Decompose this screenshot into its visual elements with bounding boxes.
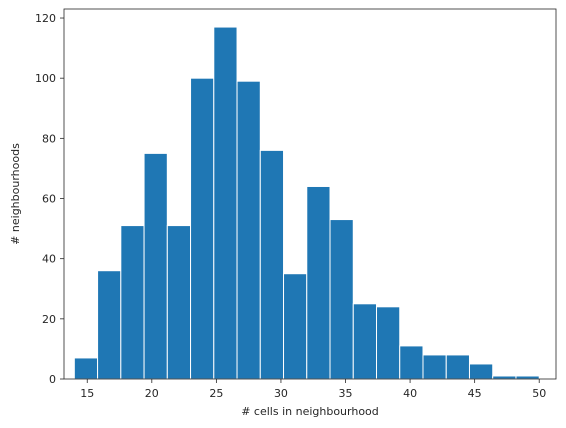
histogram-bar <box>97 270 122 380</box>
bars-group <box>73 26 540 380</box>
histogram-bar <box>213 26 238 380</box>
y-tick-label: 100 <box>35 72 56 85</box>
histogram-bar <box>236 80 261 380</box>
histogram-bar <box>492 375 517 380</box>
histogram-bar <box>422 354 447 380</box>
y-axis-ticks: 0 20 40 60 80 100 120 <box>35 12 64 386</box>
histogram-bar <box>399 345 424 380</box>
histogram-bar <box>376 306 401 380</box>
y-tick-label: 20 <box>42 313 56 326</box>
y-tick-label: 120 <box>35 12 56 25</box>
x-tick-label: 30 <box>274 387 288 400</box>
histogram-bar <box>166 225 192 380</box>
histogram-bar <box>329 219 354 380</box>
histogram-bar <box>73 357 99 380</box>
histogram-bar <box>283 273 308 380</box>
histogram-bar <box>306 185 331 380</box>
y-axis-label: # neighbourhoods <box>9 143 22 245</box>
histogram-bar <box>259 149 285 380</box>
y-tick-label: 0 <box>49 373 56 386</box>
x-tick-label: 15 <box>80 387 94 400</box>
x-tick-label: 20 <box>145 387 159 400</box>
histogram-bar <box>468 363 494 380</box>
x-tick-label: 25 <box>209 387 223 400</box>
x-tick-label: 50 <box>532 387 546 400</box>
x-tick-label: 45 <box>468 387 482 400</box>
x-tick-label: 40 <box>403 387 417 400</box>
histogram-bar <box>143 152 168 380</box>
y-tick-label: 40 <box>42 253 56 266</box>
histogram-bar <box>120 225 145 380</box>
y-tick-label: 80 <box>42 132 56 145</box>
axes-frame <box>63 8 557 380</box>
histogram-bar <box>352 303 378 380</box>
y-tick-label: 60 <box>42 193 56 206</box>
x-axis-ticks: 15 20 25 30 35 40 45 50 <box>80 379 546 400</box>
histogram-bar <box>190 77 215 380</box>
x-axis-label: # cells in neighbourhood <box>241 405 379 418</box>
x-tick-label: 35 <box>339 387 353 400</box>
histogram-bar <box>515 375 540 380</box>
histogram-bar <box>445 354 470 380</box>
